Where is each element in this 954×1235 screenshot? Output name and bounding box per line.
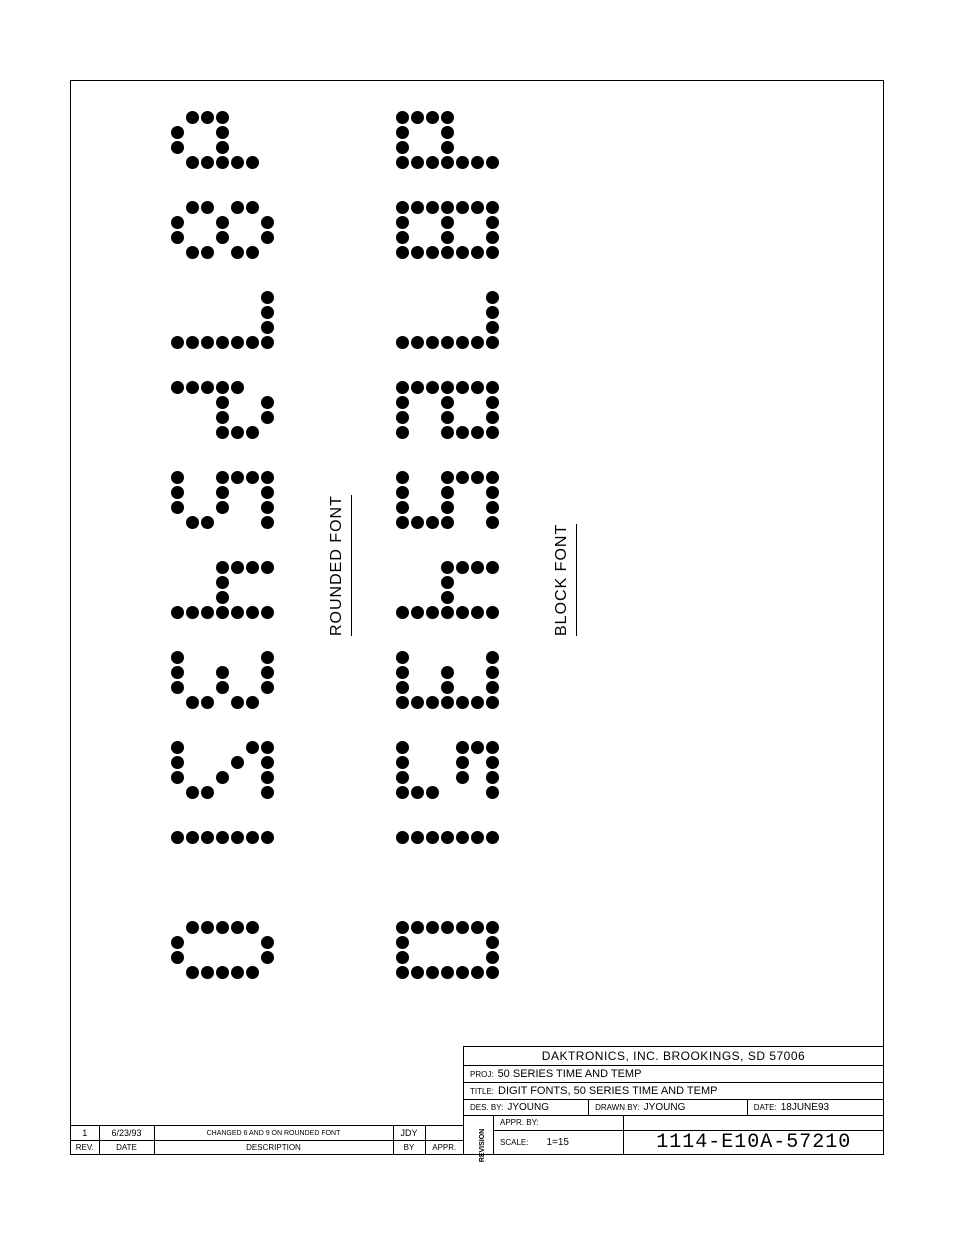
label-text: BLOCK FONT <box>553 524 570 636</box>
rounded-font-label: ROUNDED FONT <box>326 495 348 636</box>
label-text: ROUNDED FONT <box>328 495 345 636</box>
company-line: DAKTRONICS, INC. BROOKINGS, SD 57006 <box>464 1046 883 1065</box>
revision-header: REV. DATE DESCRIPTION BY APPR. <box>71 1141 463 1155</box>
drawing-sheet: ROUNDED FONT BLOCK FONT DAKTRONICS, INC.… <box>70 80 884 1155</box>
bottom-line: REVISION APPR. BY: SCALE: 1=15 111 <box>464 1115 883 1154</box>
revision-strip: 1 6/23/93 CHANGED 6 AND 9 ON ROUNDED FON… <box>71 1125 463 1154</box>
by-line: DES. BY: JYOUNG DRAWN BY: JYOUNG DATE: 1… <box>464 1099 883 1115</box>
title-block: DAKTRONICS, INC. BROOKINGS, SD 57006 PRO… <box>463 1046 883 1154</box>
font-diagram-canvas <box>171 111 651 1016</box>
block-font-label: BLOCK FONT <box>551 524 573 636</box>
title-line: TITLE: DIGIT FONTS, 50 SERIES TIME AND T… <box>464 1082 883 1099</box>
drawing-number: 1114-E10A-57210 <box>656 1131 851 1154</box>
proj-line: PROJ: 50 SERIES TIME AND TEMP <box>464 1065 883 1082</box>
revision-row: 1 6/23/93 CHANGED 6 AND 9 ON ROUNDED FON… <box>71 1126 463 1141</box>
